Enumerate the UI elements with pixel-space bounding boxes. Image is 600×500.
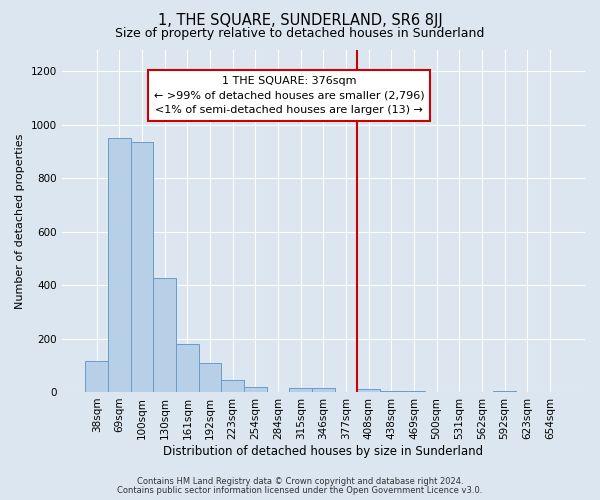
- Text: Contains public sector information licensed under the Open Government Licence v3: Contains public sector information licen…: [118, 486, 482, 495]
- Bar: [221, 380, 244, 392]
- Bar: [403, 390, 425, 392]
- Y-axis label: Number of detached properties: Number of detached properties: [15, 134, 25, 308]
- Bar: [358, 389, 380, 392]
- Text: 1 THE SQUARE: 376sqm
← >99% of detached houses are smaller (2,796)
<1% of semi-d: 1 THE SQUARE: 376sqm ← >99% of detached …: [154, 76, 425, 115]
- Bar: [154, 278, 176, 392]
- Text: 1, THE SQUARE, SUNDERLAND, SR6 8JJ: 1, THE SQUARE, SUNDERLAND, SR6 8JJ: [158, 12, 442, 28]
- Bar: [289, 388, 312, 392]
- Text: Contains HM Land Registry data © Crown copyright and database right 2024.: Contains HM Land Registry data © Crown c…: [137, 477, 463, 486]
- Bar: [380, 390, 403, 392]
- Bar: [85, 361, 108, 392]
- Text: Size of property relative to detached houses in Sunderland: Size of property relative to detached ho…: [115, 28, 485, 40]
- Bar: [312, 388, 335, 392]
- Bar: [244, 386, 266, 392]
- Bar: [176, 344, 199, 392]
- Bar: [131, 142, 154, 392]
- Bar: [493, 390, 516, 392]
- Bar: [199, 362, 221, 392]
- X-axis label: Distribution of detached houses by size in Sunderland: Distribution of detached houses by size …: [163, 444, 484, 458]
- Bar: [108, 138, 131, 392]
